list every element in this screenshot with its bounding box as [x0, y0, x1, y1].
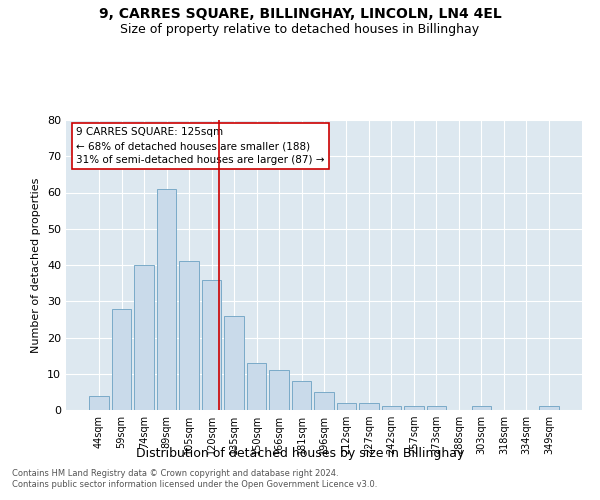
Text: Contains public sector information licensed under the Open Government Licence v3: Contains public sector information licen…: [12, 480, 377, 489]
Bar: [202, 280, 221, 410]
Bar: [359, 403, 379, 410]
Bar: [427, 406, 446, 410]
Bar: [292, 381, 311, 410]
Bar: [89, 396, 109, 410]
Bar: [134, 265, 154, 410]
Bar: [472, 406, 491, 410]
Bar: [157, 189, 176, 410]
Bar: [337, 403, 356, 410]
Bar: [269, 370, 289, 410]
Bar: [539, 406, 559, 410]
Bar: [247, 363, 266, 410]
Bar: [224, 316, 244, 410]
Y-axis label: Number of detached properties: Number of detached properties: [31, 178, 41, 352]
Bar: [314, 392, 334, 410]
Bar: [179, 262, 199, 410]
Bar: [382, 406, 401, 410]
Text: Contains HM Land Registry data © Crown copyright and database right 2024.: Contains HM Land Registry data © Crown c…: [12, 468, 338, 477]
Text: Distribution of detached houses by size in Billinghay: Distribution of detached houses by size …: [136, 448, 464, 460]
Bar: [404, 406, 424, 410]
Text: 9, CARRES SQUARE, BILLINGHAY, LINCOLN, LN4 4EL: 9, CARRES SQUARE, BILLINGHAY, LINCOLN, L…: [98, 8, 502, 22]
Text: 9 CARRES SQUARE: 125sqm
← 68% of detached houses are smaller (188)
31% of semi-d: 9 CARRES SQUARE: 125sqm ← 68% of detache…: [76, 127, 325, 165]
Text: Size of property relative to detached houses in Billinghay: Size of property relative to detached ho…: [121, 22, 479, 36]
Bar: [112, 308, 131, 410]
